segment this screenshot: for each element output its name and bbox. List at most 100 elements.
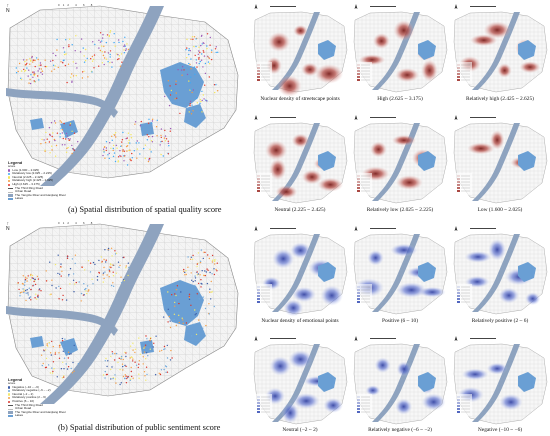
score-point — [167, 142, 170, 144]
score-point — [127, 142, 130, 144]
score-point — [198, 57, 200, 59]
mini-legend-swatch — [357, 73, 360, 75]
score-point — [106, 274, 108, 276]
score-point — [109, 30, 112, 32]
caption-quality-4: Relatively low (2.025 ~ 2.225) — [366, 207, 434, 213]
mini-legend-swatch — [457, 405, 460, 407]
score-point — [163, 368, 165, 371]
score-point — [23, 290, 25, 293]
score-point — [68, 273, 70, 276]
score-point — [145, 352, 148, 354]
density-hotspot — [269, 356, 292, 376]
score-point — [204, 274, 206, 277]
score-point — [213, 273, 216, 276]
score-point — [200, 249, 203, 251]
score-point — [191, 258, 194, 261]
density-hotspot — [315, 64, 344, 84]
score-point — [194, 73, 196, 76]
score-point — [23, 68, 25, 71]
score-point — [24, 69, 27, 72]
score-point — [122, 369, 124, 371]
score-point — [119, 368, 121, 371]
score-point — [117, 361, 119, 363]
score-point — [201, 99, 203, 102]
score-point — [30, 288, 32, 291]
mini-legend-swatch — [457, 178, 460, 180]
density-hotspot — [374, 357, 391, 373]
score-point — [86, 292, 88, 295]
score-point — [199, 260, 202, 262]
mini-legend-swatch — [357, 295, 360, 297]
score-point — [31, 56, 33, 58]
score-point — [105, 147, 108, 149]
lake — [418, 372, 436, 392]
score-point — [163, 345, 166, 348]
score-point — [165, 366, 168, 368]
mini-legend-swatch — [257, 405, 260, 407]
score-point — [51, 284, 53, 287]
score-point — [65, 53, 67, 55]
score-point — [29, 279, 32, 281]
score-point — [193, 66, 196, 68]
score-point — [129, 379, 131, 381]
score-point — [143, 147, 145, 150]
score-point — [104, 51, 106, 53]
score-point — [74, 254, 77, 256]
score-point — [65, 363, 67, 365]
score-point — [32, 59, 34, 61]
lake — [318, 151, 336, 171]
score-point — [197, 290, 199, 292]
score-point — [109, 62, 111, 64]
score-point — [138, 377, 140, 379]
score-point — [124, 45, 126, 47]
score-point — [156, 135, 158, 137]
score-point — [195, 313, 197, 315]
score-point — [120, 145, 122, 147]
score-point — [59, 344, 61, 346]
score-point — [21, 291, 23, 293]
score-point — [196, 271, 198, 273]
score-point — [71, 44, 73, 46]
scale-bar-a: 0 1 2 4 6 8 — [58, 3, 93, 7]
score-point — [137, 366, 139, 369]
score-point — [57, 66, 59, 69]
score-point — [94, 43, 96, 46]
score-point — [40, 354, 43, 356]
score-point — [163, 137, 166, 139]
density-hotspot — [483, 21, 511, 39]
score-point — [161, 140, 163, 143]
score-point — [65, 132, 68, 135]
score-point — [105, 149, 108, 152]
density-hotspot — [461, 368, 489, 381]
mini-legend-swatch — [457, 408, 460, 410]
score-point — [91, 71, 93, 73]
density-hotspot — [291, 133, 310, 148]
score-point — [203, 274, 205, 277]
score-point — [105, 58, 108, 60]
score-point — [125, 365, 127, 368]
north-arrow-b: ↑ N — [6, 221, 10, 232]
score-point — [101, 261, 103, 263]
mini-legend-swatch — [457, 298, 460, 300]
score-point — [139, 125, 142, 127]
mini-legend-swatch — [357, 175, 360, 177]
score-point — [112, 264, 114, 266]
score-point — [62, 343, 64, 346]
score-point — [155, 335, 157, 337]
score-point — [164, 129, 166, 132]
score-point — [125, 352, 127, 354]
score-point — [103, 151, 105, 153]
score-point — [206, 33, 209, 35]
score-point — [127, 132, 130, 134]
score-point — [204, 307, 207, 310]
score-point — [122, 375, 125, 378]
score-point — [117, 161, 119, 163]
mini-legend — [356, 173, 372, 195]
score-point — [200, 286, 202, 288]
score-point — [80, 38, 83, 40]
score-point — [138, 363, 140, 365]
mini-legend-swatch — [457, 187, 460, 189]
score-point — [32, 61, 34, 63]
caption-sentiment-2: Relatively positive (2 ~ 6) — [471, 318, 529, 324]
score-point — [25, 63, 27, 66]
